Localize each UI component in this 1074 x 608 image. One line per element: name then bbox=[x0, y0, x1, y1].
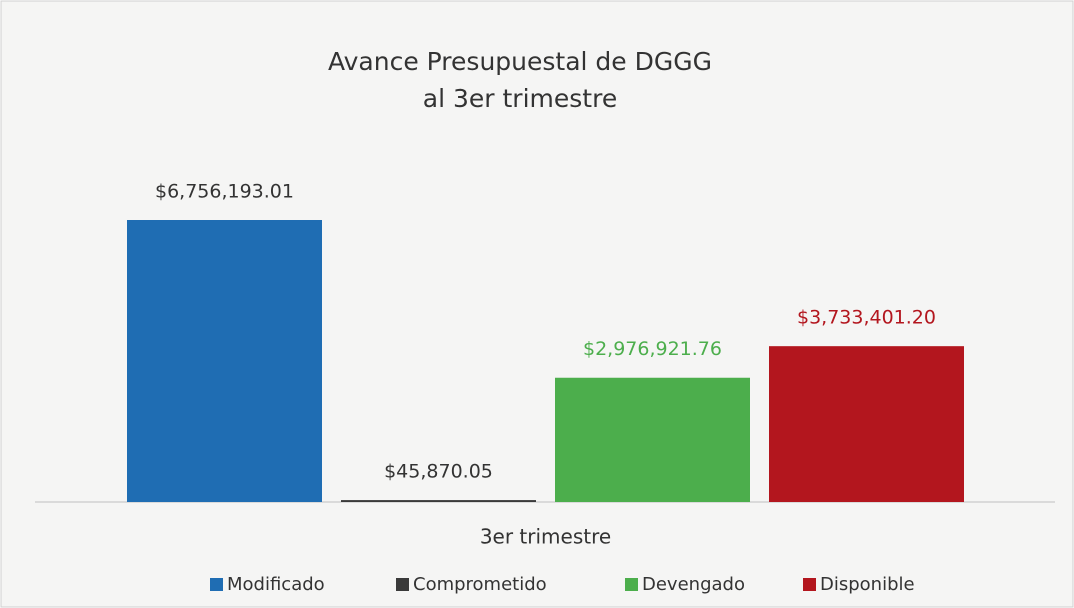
legend-label: Disponible bbox=[820, 574, 915, 595]
data-label: $2,976,921.76 bbox=[583, 338, 722, 360]
chart-title: al 3er trimestre bbox=[423, 84, 617, 113]
data-label: $6,756,193.01 bbox=[155, 181, 294, 203]
bar bbox=[769, 346, 964, 502]
bar bbox=[341, 500, 536, 502]
legend-label: Devengado bbox=[642, 574, 745, 595]
legend-swatch bbox=[625, 578, 638, 591]
legend-swatch bbox=[210, 578, 223, 591]
legend-swatch bbox=[803, 578, 816, 591]
data-label: $3,733,401.20 bbox=[797, 307, 936, 329]
x-tick-label: 3er trimestre bbox=[480, 525, 611, 549]
chart-title: Avance Presupuestal de DGGG bbox=[328, 47, 712, 76]
data-label: $45,870.05 bbox=[384, 461, 493, 483]
bar bbox=[127, 220, 322, 502]
bar bbox=[555, 377, 750, 502]
legend-label: Modificado bbox=[227, 574, 325, 595]
legend-swatch bbox=[396, 578, 409, 591]
legend-label: Comprometido bbox=[413, 574, 547, 595]
